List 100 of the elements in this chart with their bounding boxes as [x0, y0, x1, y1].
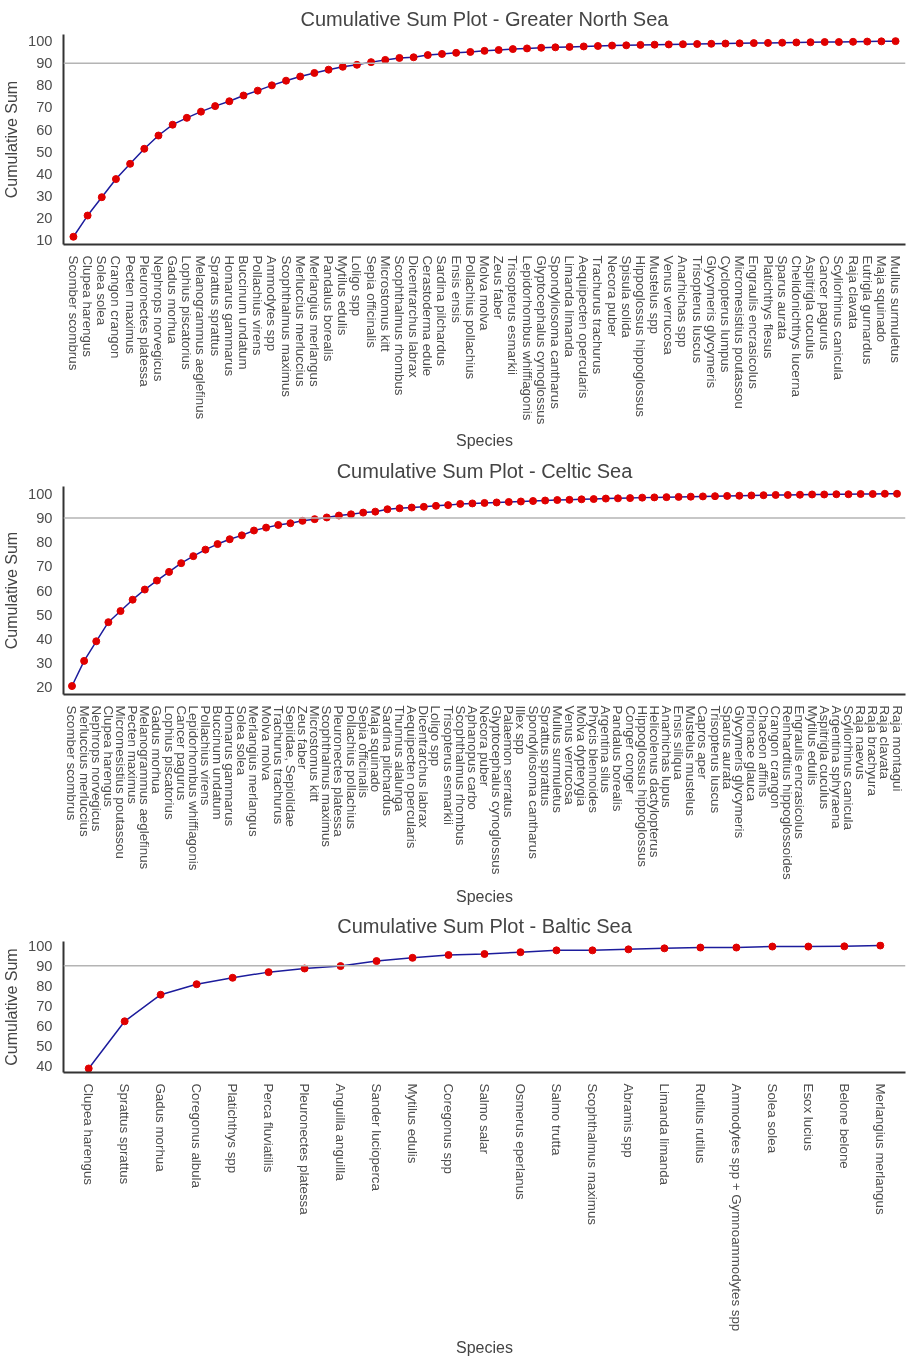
x-tick-label: Melanogrammus aeglefinus — [193, 255, 209, 420]
point — [83, 211, 92, 220]
y-tick-label: 40 — [36, 630, 53, 647]
y-tick-label: 20 — [36, 679, 53, 696]
point — [707, 39, 716, 48]
x-tick-label: Ensis ensis — [448, 255, 464, 324]
point — [97, 193, 106, 202]
point — [693, 40, 702, 48]
x-tick-label: Raja clavata — [845, 255, 861, 330]
x-tick-label: Sepiidae, Sepiolidae — [282, 705, 298, 828]
point — [444, 951, 453, 959]
x-tick-label: Maja squinado — [367, 705, 383, 793]
point — [516, 948, 525, 957]
point — [565, 42, 574, 51]
x-tick-label: Trisopterus esmarkii — [505, 255, 521, 376]
point — [696, 943, 705, 952]
x-tick-label: Cerastoderma edule — [420, 255, 436, 377]
x-tick-label: Lepidorhombus whiffiagonis — [519, 255, 535, 421]
chart-title: Cumulative Sum Plot - Greater North Sea — [300, 7, 670, 30]
point — [891, 37, 900, 46]
x-tick-label: Microstomus kitt — [377, 255, 393, 353]
point — [395, 53, 404, 62]
x-tick-label: Trachurus trachurus — [590, 255, 606, 375]
point — [192, 980, 201, 989]
y-tick-label: 20 — [36, 209, 53, 226]
point — [197, 107, 205, 116]
point — [804, 942, 813, 951]
x-tick-label: Coregonus spp — [441, 1083, 457, 1174]
point — [664, 40, 673, 49]
x-tick-label: Pollachius pollachius — [343, 705, 359, 830]
x-tick-label: Osmerus eperlanus — [512, 1083, 528, 1201]
point — [480, 46, 489, 55]
point — [806, 38, 815, 47]
x-tick-label: Pollachius pollachius — [462, 255, 478, 380]
point — [678, 40, 687, 49]
point — [735, 39, 744, 48]
point — [551, 43, 560, 52]
point — [296, 72, 305, 81]
point — [552, 946, 561, 955]
point — [423, 51, 432, 60]
x-tick-label: Trisopterus luscus — [689, 255, 705, 364]
x-tick-label: Eutrigla gurnardus — [859, 255, 875, 365]
x-tick-label: Rutilus rutilus — [692, 1083, 708, 1164]
y-tick-label: 70 — [36, 997, 53, 1014]
x-tick-label: Esox lucius — [800, 1083, 816, 1152]
point — [324, 65, 333, 74]
point — [849, 37, 858, 46]
x-tick-label: Engraulis encrasicolus — [746, 255, 762, 390]
point — [636, 40, 645, 49]
point — [764, 38, 772, 47]
x-tick-label: Aequipecten opercularis — [576, 255, 592, 399]
point — [721, 39, 730, 48]
y-tick-label: 10 — [36, 232, 53, 249]
point — [182, 113, 191, 122]
x-tick-label: Glyptocephalus cynoglossus — [489, 705, 505, 875]
y-tick-label: 90 — [36, 55, 53, 72]
x-tick-label: Raja montagui — [889, 705, 905, 792]
x-tick-label: Sepia officinalis — [363, 255, 379, 349]
x-tick-label: Mustelus spp — [647, 255, 663, 335]
point — [834, 38, 843, 47]
x-tick-label: Abramis spp — [620, 1083, 636, 1158]
x-tick-label: Glycymeris glycymeris — [703, 255, 719, 389]
point — [452, 48, 461, 57]
point — [154, 131, 163, 140]
point — [126, 159, 135, 168]
y-tick-label: 40 — [36, 1058, 53, 1075]
x-axis-title: Species — [456, 1339, 513, 1357]
y-tick-label: 40 — [36, 165, 53, 182]
x-tick-label: Solea solea — [764, 1083, 780, 1154]
x-tick-label: Pleuronectes platessa — [136, 255, 152, 388]
x-tick-label: Ensis siliqua — [671, 705, 687, 781]
x-axis-title: Species — [456, 432, 513, 450]
y-tick-label: 70 — [36, 558, 53, 575]
x-tick-label: Scyliorhinus canicula — [831, 255, 847, 381]
point — [650, 40, 659, 49]
y-tick-label: 80 — [36, 77, 53, 94]
point — [778, 38, 787, 47]
x-tick-label: Aphanopus carbo — [464, 705, 480, 810]
x-tick-label: Solea solea — [94, 255, 110, 326]
x-tick-label: Mytilus edulis — [405, 1083, 421, 1164]
x-tick-label: Spisula solida — [618, 255, 634, 339]
x-tick-label: Scomber scombrus — [64, 705, 80, 821]
x-tick-label: Sprattus sprattus — [207, 255, 223, 357]
point — [624, 945, 633, 954]
x-tick-label: Buccinum undatum — [236, 255, 252, 370]
point — [608, 41, 617, 50]
x-tick-label: Dicentrarchus labrax — [406, 255, 422, 379]
x-tick-label: Merlangius merlangus — [306, 255, 322, 387]
x-tick-label: Necora puber — [604, 255, 620, 337]
x-axis-title: Species — [456, 887, 513, 905]
x-tick-label: Spondyliosoma cantharus — [547, 255, 563, 410]
x-tick-label: Perca fluviatilis — [261, 1083, 277, 1173]
point — [820, 38, 829, 47]
x-tick-label: Gadus morhua — [149, 705, 165, 795]
y-tick-label: 90 — [36, 509, 53, 526]
x-tick-label: Sprattus sprattus — [117, 1083, 133, 1185]
x-tick-label: Chelidonichthys lucerna — [788, 255, 804, 398]
point — [863, 37, 872, 46]
x-tick-label: Anarhichas spp — [675, 255, 691, 348]
y-axis-title: Cumulative Sum — [3, 531, 21, 650]
